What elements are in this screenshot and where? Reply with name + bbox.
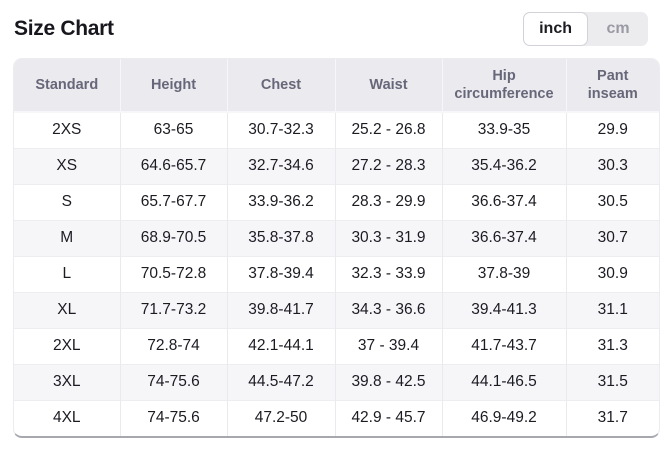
table-cell: 30.3 bbox=[565, 147, 659, 184]
table-row: 2XL 72.8-74 42.1-44.1 37 - 39.4 41.7-43.7 31.… bbox=[14, 327, 659, 364]
size-chart-table: Standard Height Chest Waist Hip circumferenc… bbox=[14, 59, 659, 436]
table-cell: 32.7-34.6 bbox=[226, 147, 335, 184]
table-cell: 70.5-72.8 bbox=[119, 255, 227, 292]
table-cell: 64.6-65.7 bbox=[119, 147, 227, 184]
unit-toggle: inch cm bbox=[523, 12, 648, 46]
column-header: Height bbox=[119, 59, 227, 112]
table-cell: 42.9 - 45.7 bbox=[334, 399, 442, 436]
table-row: L 70.5-72.8 37.8-39.4 32.3 - 33.9 37.8-39 30.… bbox=[14, 255, 659, 292]
table-row: XS 64.6-65.7 32.7-34.6 27.2 - 28.3 35.4-36.2… bbox=[14, 147, 659, 184]
table-cell: 35.4-36.2 bbox=[441, 147, 566, 184]
table-cell: 37 - 39.4 bbox=[334, 327, 442, 364]
unit-toggle-cm[interactable]: cm bbox=[588, 12, 648, 46]
table-cell: 33.9-35 bbox=[441, 111, 566, 148]
table-cell: 41.7-43.7 bbox=[441, 327, 566, 364]
size-label-cell: 2XL bbox=[14, 327, 120, 364]
table-cell: 32.3 - 33.9 bbox=[334, 255, 442, 292]
size-label-cell: 4XL bbox=[14, 399, 120, 436]
table-cell: 44.1-46.5 bbox=[441, 363, 566, 400]
size-label-cell: 3XL bbox=[14, 363, 120, 400]
column-header: Hip circumference bbox=[441, 59, 566, 112]
column-header: Waist bbox=[334, 59, 442, 112]
table-cell: 31.5 bbox=[565, 363, 659, 400]
table-cell: 30.3 - 31.9 bbox=[334, 219, 442, 256]
table-cell: 35.8-37.8 bbox=[226, 219, 335, 256]
unit-toggle-inch[interactable]: inch bbox=[523, 12, 588, 46]
size-label-cell: 2XS bbox=[14, 111, 120, 148]
table-cell: 29.9 bbox=[565, 111, 659, 148]
table-row: 4XL 74-75.6 47.2-50 42.9 - 45.7 46.9-49.2 31.… bbox=[14, 399, 659, 436]
table-cell: 74-75.6 bbox=[119, 399, 227, 436]
table-cell: 30.7-32.3 bbox=[226, 111, 335, 148]
table-cell: 34.3 - 36.6 bbox=[334, 291, 442, 328]
size-chart-table-container: Standard Height Chest Waist Hip circumferenc… bbox=[13, 58, 660, 438]
table-cell: 31.3 bbox=[565, 327, 659, 364]
table-cell: 71.7-73.2 bbox=[119, 291, 227, 328]
table-cell: 30.9 bbox=[565, 255, 659, 292]
page-title: Size Chart bbox=[14, 17, 114, 40]
table-cell: 36.6-37.4 bbox=[441, 183, 566, 220]
table-row: XL 71.7-73.2 39.8-41.7 34.3 - 36.6 39.4-41.3… bbox=[14, 291, 659, 328]
size-label-cell: XL bbox=[14, 291, 120, 328]
table-cell: 37.8-39.4 bbox=[226, 255, 335, 292]
table-row: S 65.7-67.7 33.9-36.2 28.3 - 29.9 36.6-37.4 3… bbox=[14, 183, 659, 220]
table-cell: 37.8-39 bbox=[441, 255, 566, 292]
table-cell: 27.2 - 28.3 bbox=[334, 147, 442, 184]
table-row: 3XL 74-75.6 44.5-47.2 39.8 - 42.5 44.1-46.5 3… bbox=[14, 363, 659, 400]
table-cell: 47.2-50 bbox=[226, 399, 335, 436]
table-row: M 68.9-70.5 35.8-37.8 30.3 - 31.9 36.6-37.4 3… bbox=[14, 219, 659, 256]
column-header: Pant inseam bbox=[565, 59, 659, 112]
size-label-cell: XS bbox=[14, 147, 120, 184]
table-cell: 31.7 bbox=[565, 399, 659, 436]
table-cell: 31.1 bbox=[565, 291, 659, 328]
table-cell: 39.8 - 42.5 bbox=[334, 363, 442, 400]
table-cell: 74-75.6 bbox=[119, 363, 227, 400]
table-cell: 65.7-67.7 bbox=[119, 183, 227, 220]
table-header-row: Standard Height Chest Waist Hip circumferenc… bbox=[14, 59, 659, 112]
size-label-cell: L bbox=[14, 255, 120, 292]
column-header: Chest bbox=[226, 59, 335, 112]
column-header: Standard bbox=[14, 59, 120, 112]
table-cell: 63-65 bbox=[119, 111, 227, 148]
size-label-cell: M bbox=[14, 219, 120, 256]
table-row: 2XS 63-65 30.7-32.3 25.2 - 26.8 33.9-35 29.9 bbox=[14, 111, 659, 148]
table-cell: 68.9-70.5 bbox=[119, 219, 227, 256]
table-cell: 44.5-47.2 bbox=[226, 363, 335, 400]
table-cell: 46.9-49.2 bbox=[441, 399, 566, 436]
size-label-cell: S bbox=[14, 183, 120, 220]
header-bar: Size Chart inch cm bbox=[0, 0, 672, 48]
table-cell: 25.2 - 26.8 bbox=[334, 111, 442, 148]
table-cell: 42.1-44.1 bbox=[226, 327, 335, 364]
table-cell: 30.7 bbox=[565, 219, 659, 256]
table-cell: 36.6-37.4 bbox=[441, 219, 566, 256]
table-cell: 39.8-41.7 bbox=[226, 291, 335, 328]
table-cell: 30.5 bbox=[565, 183, 659, 220]
table-cell: 33.9-36.2 bbox=[226, 183, 335, 220]
table-cell: 28.3 - 29.9 bbox=[334, 183, 442, 220]
table-cell: 72.8-74 bbox=[119, 327, 227, 364]
table-cell: 39.4-41.3 bbox=[441, 291, 566, 328]
